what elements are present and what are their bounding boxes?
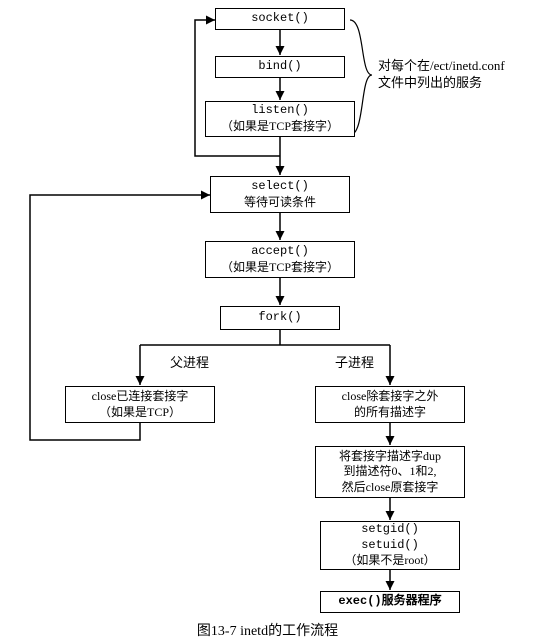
node-listen-l2: （如果是TCP套接字） — [221, 119, 339, 135]
annotation-inetd-conf: 对每个在/ect/inetd.conf 文件中列出的服务 — [378, 58, 505, 92]
node-closeP-l2: （如果是TCP） — [99, 405, 181, 421]
node-select-l1: select() — [251, 179, 309, 195]
node-fork-text: fork() — [258, 310, 301, 326]
flowchart-canvas: socket() bind() listen() （如果是TCP套接字） sel… — [0, 0, 535, 640]
node-listen: listen() （如果是TCP套接字） — [205, 101, 355, 137]
node-dup-l3: 然后close原套接字 — [342, 480, 439, 496]
node-closeC-l1: close除套接字之外 — [342, 389, 439, 405]
node-setid-l3: （如果不是root） — [344, 553, 435, 569]
node-close-child: close除套接字之外 的所有描述字 — [315, 386, 465, 423]
node-socket-text: socket() — [251, 11, 309, 27]
node-closeP-l1: close已连接套接字 — [92, 389, 189, 405]
node-setid-l1: setgid() — [361, 522, 419, 538]
node-fork: fork() — [220, 306, 340, 330]
node-listen-l1: listen() — [251, 103, 309, 119]
annotation-l1: 对每个在/ect/inetd.conf — [378, 58, 505, 75]
node-exec: exec()服务器程序 — [320, 591, 460, 613]
node-select: select() 等待可读条件 — [210, 176, 350, 213]
node-dup-l1: 将套接字描述字dup — [339, 449, 441, 465]
figure-caption: 图13-7 inetd的工作流程 — [0, 620, 535, 640]
node-accept-l1: accept() — [251, 244, 309, 260]
node-accept: accept() （如果是TCP套接字） — [205, 241, 355, 278]
node-bind: bind() — [215, 56, 345, 78]
node-close-parent: close已连接套接字 （如果是TCP） — [65, 386, 215, 423]
edge-label-parent: 父进程 — [170, 355, 209, 372]
node-bind-text: bind() — [258, 59, 301, 75]
node-select-l2: 等待可读条件 — [244, 195, 316, 211]
node-dup: 将套接字描述字dup 到描述符0、1和2, 然后close原套接字 — [315, 446, 465, 498]
node-socket: socket() — [215, 8, 345, 30]
node-setid-l2: setuid() — [361, 538, 419, 554]
node-accept-l2: （如果是TCP套接字） — [221, 260, 339, 276]
node-exec-text: exec()服务器程序 — [338, 594, 441, 610]
edge-label-child: 子进程 — [335, 355, 374, 372]
annotation-l2: 文件中列出的服务 — [378, 75, 505, 92]
node-setid: setgid() setuid() （如果不是root） — [320, 521, 460, 570]
node-closeC-l2: 的所有描述字 — [354, 405, 426, 421]
node-dup-l2: 到描述符0、1和2, — [343, 464, 436, 480]
